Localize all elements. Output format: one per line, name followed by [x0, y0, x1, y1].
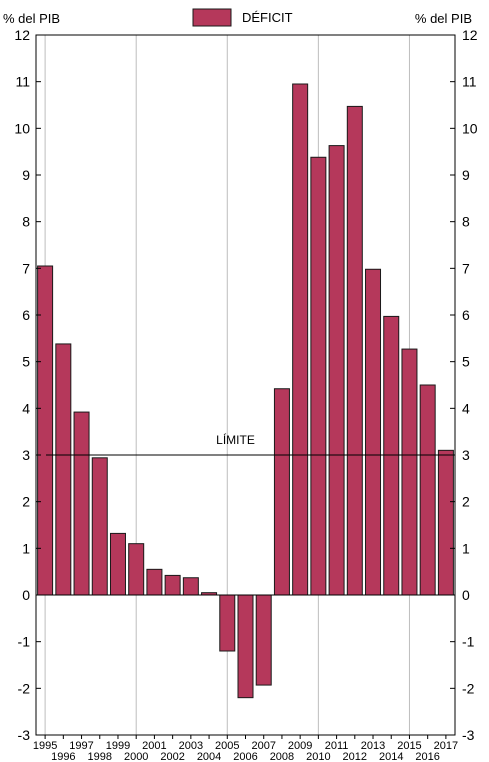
- left-tick-label: 10: [14, 120, 30, 136]
- bar-2009: [292, 83, 309, 596]
- left-tick-label: 4: [22, 400, 30, 416]
- x-tick-label-2002: 2002: [160, 751, 184, 762]
- legend-swatch: [192, 8, 232, 27]
- x-tick-label-2016: 2016: [415, 751, 439, 762]
- x-tick-label-1999: 1999: [106, 740, 130, 752]
- right-tick-label: 5: [462, 354, 470, 370]
- right-tick-label: 12: [462, 27, 478, 43]
- right-tick-label: 2: [462, 494, 470, 510]
- left-tick-label: 1: [22, 540, 30, 556]
- left-tick-label: 6: [22, 307, 30, 323]
- left-tick-label: 7: [22, 260, 30, 276]
- left-tick-label: 8: [22, 214, 30, 230]
- bar-2014: [383, 315, 400, 596]
- x-tick-label-2013: 2013: [361, 740, 385, 752]
- legend: DÉFICIT: [192, 8, 293, 27]
- bar-1998: [91, 457, 108, 596]
- left-tick-label: 9: [22, 167, 30, 183]
- x-tick-label-2004: 2004: [197, 751, 221, 762]
- bar-2010: [310, 156, 327, 596]
- x-tick-label-1998: 1998: [88, 751, 112, 762]
- right-tick-label: 9: [462, 167, 470, 183]
- bar-2003: [182, 577, 199, 596]
- x-tick-label-1996: 1996: [51, 751, 75, 762]
- legend-label: DÉFICIT: [242, 10, 293, 25]
- left-tick-label: 3: [22, 447, 30, 463]
- bar-2000: [128, 543, 145, 596]
- bar-2013: [365, 268, 382, 596]
- bar-2016: [419, 384, 436, 596]
- bar-2015: [401, 348, 418, 596]
- right-tick-label: 0: [462, 587, 470, 603]
- bar-2011: [328, 145, 345, 596]
- right-tick-label: 7: [462, 260, 470, 276]
- left-tick-label: 11: [15, 74, 30, 90]
- x-axis: 1995199619971998199920002001200220032004…: [33, 735, 458, 762]
- x-tick-label-2014: 2014: [379, 751, 403, 762]
- y-axis-label-right: % del PIB: [415, 11, 472, 26]
- bar-2007: [255, 594, 272, 686]
- bar-2008: [273, 388, 290, 596]
- bar-2012: [346, 105, 363, 596]
- left-tick-label: 5: [22, 354, 30, 370]
- x-tick-label-2010: 2010: [306, 751, 330, 762]
- limit-label: LÍMITE: [216, 432, 255, 447]
- left-tick-label: 2: [22, 494, 30, 510]
- left-tick-label: 12: [14, 27, 30, 43]
- right-tick-label: 10: [462, 120, 478, 136]
- x-tick-label-1995: 1995: [33, 740, 57, 752]
- bar-2005: [219, 594, 236, 652]
- x-tick-label-2008: 2008: [270, 751, 294, 762]
- x-tick-label-2006: 2006: [233, 751, 257, 762]
- bar-2001: [146, 568, 163, 596]
- bar-1997: [73, 411, 90, 596]
- x-tick-label-2012: 2012: [343, 751, 367, 762]
- right-tick-label: 8: [462, 214, 470, 230]
- right-tick-label: 11: [462, 74, 477, 90]
- bar-2002: [164, 574, 181, 596]
- bar-2017: [437, 449, 454, 596]
- x-tick-label-2007: 2007: [251, 740, 275, 752]
- right-tick-label: -3: [462, 727, 475, 743]
- y-axis-label-left: % del PIB: [3, 11, 60, 26]
- left-tick-label: -2: [18, 680, 31, 696]
- left-tick-label: 0: [22, 587, 30, 603]
- right-tick-label: 3: [462, 447, 470, 463]
- x-tick-label-2005: 2005: [215, 740, 239, 752]
- x-tick-label-1997: 1997: [69, 740, 93, 752]
- bar-1996: [55, 343, 72, 596]
- x-tick-label-2017: 2017: [434, 740, 458, 752]
- x-tick-label-2009: 2009: [288, 740, 312, 752]
- left-tick-label: -3: [18, 727, 31, 743]
- bars: [36, 83, 455, 699]
- right-tick-label: 1: [462, 540, 470, 556]
- left-tick-label: -1: [18, 634, 31, 650]
- right-tick-label: 6: [462, 307, 470, 323]
- right-tick-label: 4: [462, 400, 470, 416]
- x-tick-label-2000: 2000: [124, 751, 148, 762]
- bar-1999: [109, 532, 126, 596]
- right-tick-label: -2: [462, 680, 475, 696]
- right-tick-label: -1: [462, 634, 475, 650]
- x-tick-label-2015: 2015: [397, 740, 421, 752]
- bar-2006: [237, 594, 254, 699]
- x-tick-label-2003: 2003: [179, 740, 203, 752]
- x-tick-label-2011: 2011: [325, 740, 349, 752]
- x-tick-label-2001: 2001: [142, 740, 166, 752]
